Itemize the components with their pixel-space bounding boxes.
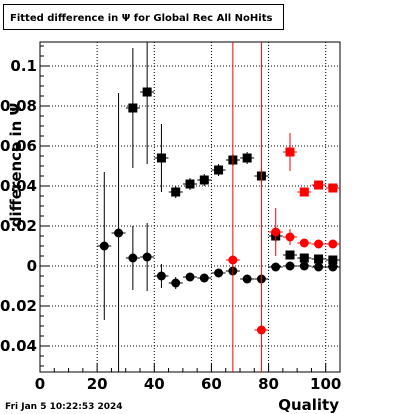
y-tick-label: 0.06 [0,137,37,155]
data-point-circle [114,228,124,238]
x-tick-label: 80 [258,375,279,393]
y-tick-label: 0.02 [0,217,37,235]
x-tick-label: 0 [35,375,45,393]
data-point-circle [328,239,338,249]
data-point-circle [314,239,324,249]
data-point-circle [199,273,209,283]
data-point-square [299,253,309,263]
y-tick-label: -0.04 [0,337,37,355]
y-tick-label: 0.04 [0,177,37,195]
data-point-square [314,180,324,190]
y-tick-label: -0.02 [0,297,37,315]
data-point-circle [142,252,152,262]
data-point-circle [299,261,309,271]
data-point-square [299,187,309,197]
data-points [97,42,340,372]
data-point-square [285,147,295,157]
data-point-square [214,165,224,175]
x-tick-label: 40 [144,375,165,393]
data-point-circle [271,262,281,272]
title-box: Fitted difference in Ψ for Global Rec Al… [3,4,284,30]
x-axis-label: Quality [278,396,339,414]
data-point-circle [299,238,309,248]
data-point-square [328,183,338,193]
grid-lines [40,42,340,372]
data-point-circle [271,227,281,237]
plot-frame [39,41,341,373]
data-point-square [142,87,152,97]
data-point-square [242,153,252,163]
data-point-square [285,250,295,260]
chart-title: Fitted difference in Ψ for Global Rec Al… [10,13,272,24]
y-tick-label: 0 [27,257,37,275]
data-point-circle [285,261,295,271]
data-point-circle [214,268,224,278]
data-point-square [185,179,195,189]
data-point-square [328,255,338,265]
y-axis-label: difference in Ψ [7,103,25,228]
y-tick-label: 0.08 [0,97,37,115]
data-point-circle [185,272,195,282]
x-tick-label: 20 [87,375,108,393]
data-point-circle [328,262,338,272]
x-tick-label: 60 [201,375,222,393]
data-point-circle [171,278,181,288]
data-point-circle [314,262,324,272]
x-tick-label: 100 [310,375,341,393]
data-point-square [199,175,209,185]
data-point-circle [156,271,166,281]
data-point-square [156,153,166,163]
data-point-square [314,254,324,264]
data-point-square [171,187,181,197]
data-point-circle [128,253,138,263]
data-point-circle [242,274,252,284]
data-point-square [128,103,138,113]
data-point-circle [99,241,109,251]
data-point-circle [285,232,295,242]
footer-timestamp: Fri Jan 5 10:22:53 2024 [5,402,123,412]
data-point-circle [256,325,266,335]
y-tick-label: 0.1 [10,57,37,75]
data-point-circle [228,255,238,265]
axis-ticks: 0 20 40 60 80 100 -0.04 -0.02 0 0.02 0.04 0.06 0.08 0… [0,45,341,393]
